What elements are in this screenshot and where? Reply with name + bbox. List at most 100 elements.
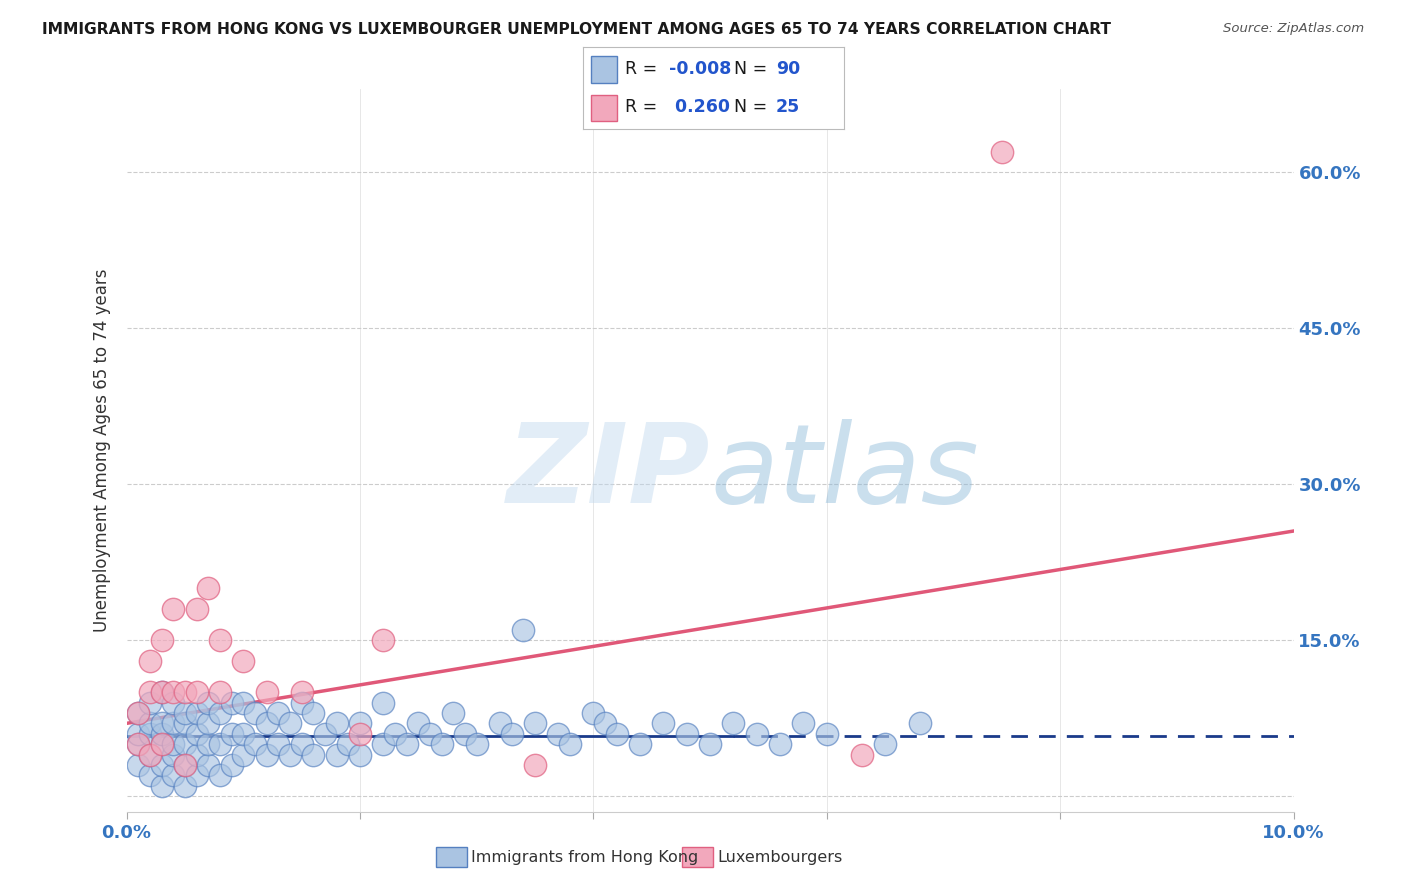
Text: 0.260: 0.260 — [669, 98, 730, 116]
Point — [373, 737, 395, 751]
Point — [267, 737, 290, 751]
Point — [454, 727, 477, 741]
Point — [243, 706, 266, 720]
Point — [174, 737, 197, 751]
Point — [221, 696, 243, 710]
Point — [150, 737, 173, 751]
Point — [139, 654, 162, 668]
Point — [349, 716, 371, 731]
Point — [150, 727, 173, 741]
Point — [395, 737, 418, 751]
Point — [408, 716, 430, 731]
Point — [652, 716, 675, 731]
Point — [243, 737, 266, 751]
Point — [127, 737, 149, 751]
Point — [325, 747, 347, 762]
Point — [197, 696, 219, 710]
Point — [314, 727, 336, 741]
Point — [302, 706, 325, 720]
Text: atlas: atlas — [710, 418, 979, 525]
Text: -0.008: -0.008 — [669, 61, 731, 78]
Point — [208, 737, 231, 751]
Point — [174, 758, 197, 772]
Point — [221, 758, 243, 772]
Point — [232, 654, 254, 668]
Text: Luxembourgers: Luxembourgers — [717, 850, 842, 864]
Point — [162, 696, 184, 710]
Point — [723, 716, 745, 731]
Point — [908, 716, 931, 731]
Point — [465, 737, 488, 751]
Text: R =: R = — [626, 61, 662, 78]
Point — [792, 716, 814, 731]
Point — [174, 685, 197, 699]
Point — [278, 747, 301, 762]
Text: ZIP: ZIP — [506, 418, 710, 525]
Point — [593, 716, 616, 731]
Point — [302, 747, 325, 762]
Point — [139, 716, 162, 731]
Point — [208, 768, 231, 782]
Point — [186, 747, 208, 762]
Text: N =: N = — [734, 98, 773, 116]
Text: 90: 90 — [776, 61, 800, 78]
Point — [290, 696, 312, 710]
Point — [139, 685, 162, 699]
Point — [162, 768, 184, 782]
Point — [139, 747, 162, 762]
Point — [127, 737, 149, 751]
Point — [208, 706, 231, 720]
Point — [197, 716, 219, 731]
Text: N =: N = — [734, 61, 773, 78]
Point — [430, 737, 453, 751]
Point — [150, 633, 173, 648]
Point — [186, 685, 208, 699]
Point — [197, 737, 219, 751]
Point — [186, 768, 208, 782]
Point — [174, 716, 197, 731]
Point — [150, 758, 173, 772]
Point — [232, 696, 254, 710]
Text: 25: 25 — [776, 98, 800, 116]
FancyBboxPatch shape — [592, 56, 617, 83]
Point — [162, 716, 184, 731]
Point — [221, 727, 243, 741]
Point — [524, 758, 547, 772]
Text: Source: ZipAtlas.com: Source: ZipAtlas.com — [1223, 22, 1364, 36]
Point — [256, 747, 278, 762]
Point — [139, 768, 162, 782]
Point — [699, 737, 721, 751]
Point — [373, 633, 395, 648]
Point — [162, 737, 184, 751]
Point — [150, 737, 173, 751]
Point — [197, 758, 219, 772]
Point — [127, 727, 149, 741]
Point — [628, 737, 651, 751]
Point — [186, 602, 208, 616]
Point — [489, 716, 512, 731]
Point — [606, 727, 628, 741]
Point — [139, 727, 162, 741]
Point — [815, 727, 838, 741]
Point — [256, 716, 278, 731]
Point — [512, 623, 534, 637]
Point — [278, 716, 301, 731]
Point — [186, 706, 208, 720]
Point — [127, 706, 149, 720]
FancyBboxPatch shape — [592, 95, 617, 121]
Point — [547, 727, 569, 741]
Point — [174, 706, 197, 720]
Point — [208, 633, 231, 648]
Point — [349, 727, 371, 741]
Point — [745, 727, 768, 741]
Text: Immigrants from Hong Kong: Immigrants from Hong Kong — [471, 850, 699, 864]
Point — [150, 779, 173, 793]
Point — [349, 747, 371, 762]
Point — [127, 758, 149, 772]
Point — [290, 737, 312, 751]
Point — [127, 706, 149, 720]
Point — [208, 685, 231, 699]
Point — [162, 747, 184, 762]
Point — [325, 716, 347, 731]
Point — [558, 737, 581, 751]
